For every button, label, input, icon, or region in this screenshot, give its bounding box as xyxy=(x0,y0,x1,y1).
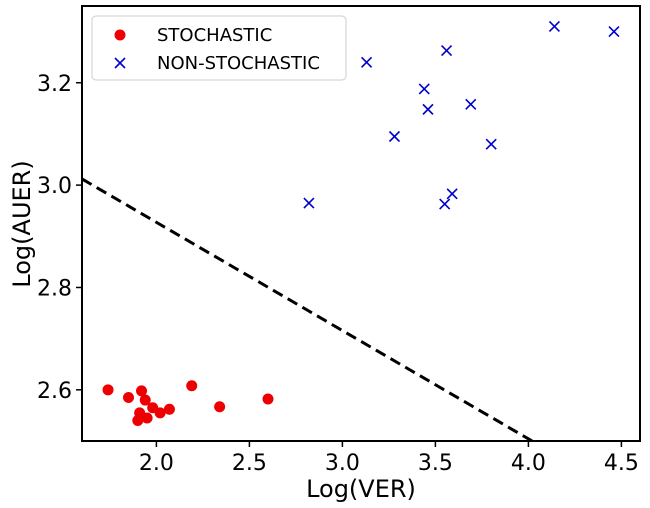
data-point-non-stochastic xyxy=(485,138,497,150)
data-point-non-stochastic xyxy=(608,26,620,38)
data-point-stochastic xyxy=(163,403,175,415)
legend-item: STOCHASTIC xyxy=(114,25,272,46)
y-tick-label: 3.2 xyxy=(37,72,72,97)
plot-frame xyxy=(81,5,641,442)
legend-label: NON-STOCHASTIC xyxy=(157,53,320,74)
data-point-stochastic xyxy=(123,392,134,403)
x-tick-label: 2.0 xyxy=(139,451,174,476)
data-point-non-stochastic xyxy=(303,197,315,209)
data-point-non-stochastic xyxy=(439,198,451,210)
data-point-stochastic xyxy=(141,412,153,424)
data-point-stochastic xyxy=(262,393,274,405)
data-point-non-stochastic xyxy=(446,188,458,200)
x-tick-label: 4.0 xyxy=(511,451,546,476)
x-tick-label: 4.5 xyxy=(604,451,639,476)
decision-boundary-line xyxy=(82,177,533,441)
data-point-non-stochastic xyxy=(465,98,477,110)
data-point-stochastic xyxy=(214,401,226,413)
legend: STOCHASTIC NON-STOCHASTIC xyxy=(91,15,347,81)
data-point-stochastic xyxy=(186,380,198,392)
legend-label: STOCHASTIC xyxy=(157,25,272,46)
data-point-stochastic xyxy=(102,384,114,396)
y-axis-ticks: 2.6 2.8 3.0 3.2 xyxy=(37,72,82,404)
y-tick-label: 3.0 xyxy=(37,174,72,199)
data-point-non-stochastic xyxy=(422,103,434,115)
x-axis-ticks: 2.0 2.5 3.0 3.5 4.0 4.5 xyxy=(139,441,639,476)
x-tick-label: 2.5 xyxy=(232,451,267,476)
data-point-stochastic xyxy=(154,407,166,419)
y-tick-label: 2.8 xyxy=(37,276,72,301)
legend-item: NON-STOCHASTIC xyxy=(114,53,320,74)
legend-marker-circle xyxy=(114,29,126,41)
legend-marker-x xyxy=(114,57,126,69)
data-point-non-stochastic xyxy=(361,56,373,68)
data-point-non-stochastic xyxy=(418,83,430,95)
plot-marks xyxy=(82,20,620,441)
y-tick-label: 2.6 xyxy=(37,379,72,404)
data-point-stochastic xyxy=(139,394,151,406)
y-axis-label: Log(AUER) xyxy=(8,160,36,287)
x-tick-label: 3.0 xyxy=(325,451,360,476)
data-point-non-stochastic xyxy=(440,44,453,57)
data-point-non-stochastic xyxy=(388,130,401,143)
data-point-non-stochastic xyxy=(548,20,561,33)
legend-items: STOCHASTIC NON-STOCHASTIC xyxy=(114,25,320,74)
legend-box xyxy=(91,15,347,81)
x-tick-label: 3.5 xyxy=(418,451,453,476)
data-point-stochastic xyxy=(136,385,148,397)
x-axis-label: Log(VER) xyxy=(306,475,416,503)
